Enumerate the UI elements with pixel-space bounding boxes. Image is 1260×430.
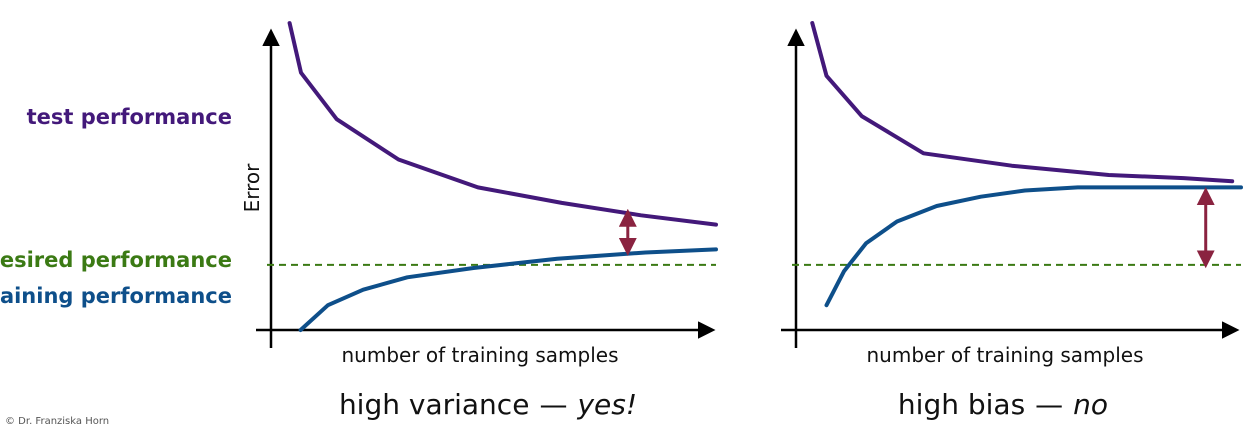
training-performance-label: training performance [0,284,232,308]
high-variance-panel: Error number of training samples high va… [240,21,718,421]
caption-main: high bias [898,388,1025,421]
test-performance-line [810,21,1235,184]
panel-caption: high bias — no [898,388,1108,421]
caption-answer: yes! [576,388,637,421]
training-performance-line [298,247,718,332]
y-axis-label: Error [240,163,264,213]
caption-main: high variance [339,388,530,421]
caption-dash: — [1035,388,1063,421]
training-performance-line [824,185,1243,308]
credit-text: © Dr. Franziska Horn [5,416,109,427]
panel-caption: high variance — yes! [339,388,637,421]
caption-dash: — [539,388,567,421]
x-axis-label: number of training samples [341,343,618,367]
high-bias-panel: number of training samples high bias — no [781,21,1243,421]
test-performance-label: test performance [27,105,232,129]
x-axis-label: number of training samples [866,343,1143,367]
test-performance-line [287,21,718,227]
caption-answer: no [1073,388,1108,421]
desired-performance-label: desired performance [0,248,232,272]
